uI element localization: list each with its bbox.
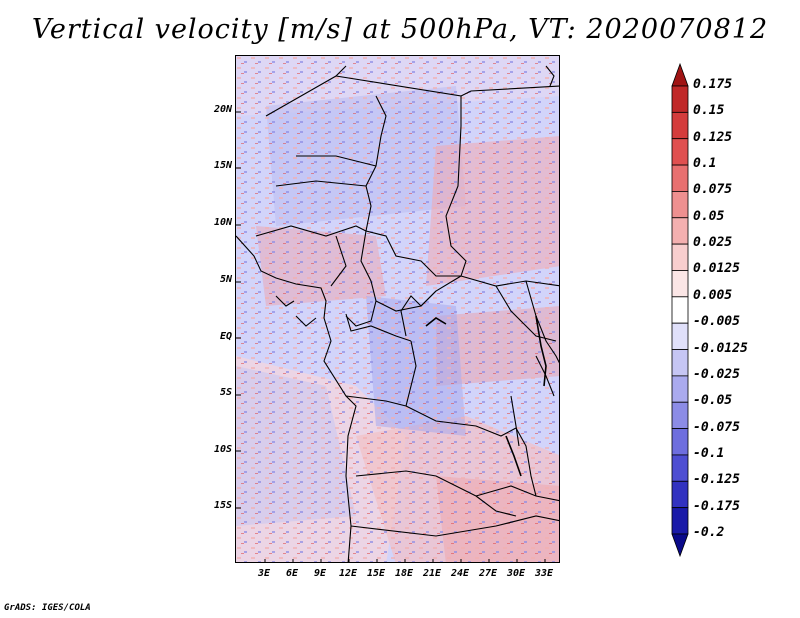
colorbar-segment: [671, 191, 689, 219]
lon-label: 21E: [422, 568, 442, 579]
colorbar-label: 0.075: [693, 182, 733, 198]
colorbar-segment: [671, 111, 689, 140]
lon-label: 30E: [506, 568, 526, 579]
colorbar-top-triangle: [671, 62, 689, 87]
colorbar-segment: [671, 85, 689, 113]
colorbar-label: 0.005: [693, 287, 733, 303]
colorbar-label: -0.025: [693, 366, 740, 382]
lon-label: 27E: [478, 568, 498, 579]
lon-label: 24E: [450, 568, 470, 579]
colorbar-label: -0.2: [693, 525, 725, 540]
lat-label: EQ: [219, 331, 232, 342]
chart-title: Vertical velocity [m/s] at 500hPa, VT: 2…: [31, 14, 769, 45]
colorbar-segment: [671, 322, 689, 350]
lon-label: 3E: [257, 568, 271, 579]
colorbar-bottom-triangle: [671, 533, 689, 558]
lat-label: 20N: [213, 104, 232, 115]
colorbar-segment: [671, 401, 689, 429]
colorbar-segment: [671, 243, 689, 271]
footer-credit: GrADS: IGES/COLA: [4, 603, 91, 613]
lon-label: 12E: [338, 568, 358, 579]
colorbar-label: -0.075: [693, 419, 740, 435]
lat-label: 10N: [213, 217, 232, 228]
colorbar-segment: [671, 138, 689, 166]
colorbar-segment: [671, 454, 689, 482]
lon-label: 9E: [313, 568, 327, 579]
lat-label: 15N: [213, 160, 232, 171]
colorbar-segment: [671, 428, 689, 456]
colorbar-segment: [671, 217, 689, 245]
colorbar-label: -0.005: [693, 314, 740, 330]
colorbar-segment: [671, 349, 689, 377]
colorbar-segment: [671, 507, 689, 535]
colorbar: [671, 62, 689, 558]
lat-label: 5N: [219, 274, 232, 285]
colorbar-label: -0.0125: [693, 340, 748, 356]
lat-label: 5S: [219, 387, 232, 398]
lat-label: 10S: [213, 444, 232, 455]
colorbar-label: 0.05: [693, 208, 725, 224]
map-panel[interactable]: [235, 55, 560, 563]
lon-label: 6E: [285, 568, 299, 579]
colorbar-segment: [671, 480, 689, 509]
vertical-velocity-field: [236, 56, 559, 562]
colorbar-label: 0.025: [693, 235, 733, 251]
colorbar-segment: [671, 164, 689, 192]
colorbar-label: 0.0125: [693, 261, 740, 277]
colorbar-label: -0.1: [693, 445, 725, 461]
lon-label: 33E: [534, 568, 554, 579]
colorbar-label: 0.1: [693, 156, 717, 172]
colorbar-segment: [671, 296, 689, 324]
colorbar-label: -0.175: [693, 498, 740, 514]
lon-label: 15E: [366, 568, 386, 579]
colorbar-label: 0.175: [693, 77, 733, 92]
colorbar-label: 0.15: [693, 103, 725, 119]
colorbar-segment: [671, 375, 689, 403]
colorbar-label: 0.125: [693, 129, 733, 145]
colorbar-label: -0.125: [693, 472, 740, 488]
lat-label: 15S: [213, 500, 232, 511]
colorbar-segment: [671, 270, 689, 298]
colorbar-label: -0.05: [693, 393, 733, 409]
lon-label: 18E: [394, 568, 414, 579]
